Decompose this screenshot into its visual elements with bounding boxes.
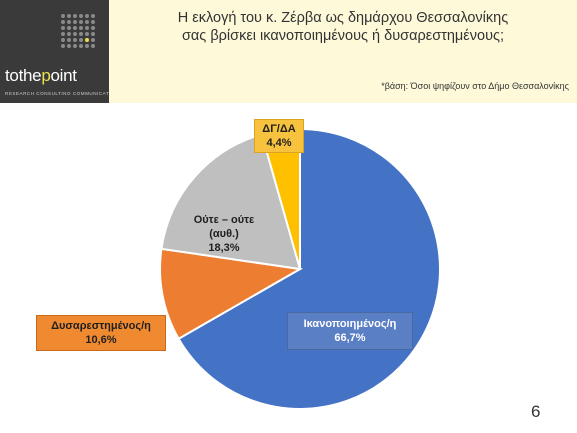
slice-label-dgda-name: ΔΓ/ΔΑ bbox=[262, 123, 296, 135]
logo-dot bbox=[61, 44, 65, 48]
logo-dot bbox=[91, 44, 95, 48]
logo-dot bbox=[67, 38, 71, 42]
logo-dot bbox=[61, 26, 65, 30]
logo-dot bbox=[79, 20, 83, 24]
logo-dot bbox=[79, 44, 83, 48]
logo-dot bbox=[67, 32, 71, 36]
logo-dot bbox=[67, 20, 71, 24]
logo-dot bbox=[73, 26, 77, 30]
slice-label-neither-line1: Ούτε – ούτε bbox=[193, 214, 255, 226]
logo-dot bbox=[85, 26, 89, 30]
slice-label-satisfied-value: 66,7% bbox=[334, 332, 366, 344]
logo-dot bbox=[79, 38, 83, 42]
logo-dot bbox=[85, 20, 89, 24]
logo-wordmark: tothepoint bbox=[5, 66, 77, 86]
logo-dot bbox=[91, 20, 95, 24]
logo-dot bbox=[67, 14, 71, 18]
base-note: *βάση: Όσοι ψηφίζουν στο Δήμο Θεσσαλονίκ… bbox=[381, 81, 569, 91]
slice-label-satisfied: Ικανοποιημένος/η 66,7% bbox=[287, 312, 413, 350]
company-logo: tothepoint RESEARCH CONSULTING COMMUNICA… bbox=[0, 0, 118, 103]
logo-dot bbox=[73, 44, 77, 48]
slice-label-dgda-value: 4,4% bbox=[266, 137, 292, 149]
logo-dot bbox=[79, 14, 83, 18]
slice-label-dissatisfied-value: 10,6% bbox=[85, 334, 117, 346]
slice-label-neither-line2: (αυθ.) bbox=[209, 228, 239, 240]
logo-dot bbox=[85, 44, 89, 48]
logo-dot bbox=[67, 26, 71, 30]
logo-dot bbox=[73, 32, 77, 36]
slice-label-neither: Ούτε – ούτε (αυθ.) 18,3% bbox=[187, 213, 261, 255]
logo-dot bbox=[61, 14, 65, 18]
logo-dot bbox=[91, 14, 95, 18]
pie-slice-dissatisfied bbox=[159, 247, 304, 341]
logo-dot bbox=[73, 14, 77, 18]
logo-dot bbox=[73, 20, 77, 24]
logo-dot bbox=[61, 20, 65, 24]
logo-dot bbox=[85, 32, 89, 36]
logo-dot bbox=[85, 14, 89, 18]
slice-label-dissatisfied: Δυσαρεστημένος/η 10,6% bbox=[36, 315, 166, 351]
logo-word-start: tothe bbox=[5, 66, 42, 85]
header-band: Η εκλογή του κ. Ζέρβα ως δημάρχου Θεσσαλ… bbox=[109, 0, 577, 103]
page-number: 6 bbox=[531, 402, 541, 421]
slice-label-dgda: ΔΓ/ΔΑ 4,4% bbox=[254, 119, 304, 153]
logo-dot bbox=[79, 26, 83, 30]
logo-word-end: oint bbox=[50, 66, 77, 85]
slice-label-satisfied-name: Ικανοποιημένος/η bbox=[303, 318, 397, 330]
title-line-1: Η εκλογή του κ. Ζέρβα ως δημάρχου Θεσσαλ… bbox=[177, 10, 509, 26]
slice-label-dissatisfied-name: Δυσαρεστημένος/η bbox=[51, 320, 151, 332]
slice-label-neither-value: 18,3% bbox=[208, 242, 240, 254]
logo-dot bbox=[61, 38, 65, 42]
page-title: Η εκλογή του κ. Ζέρβα ως δημάρχου Θεσσαλ… bbox=[109, 9, 577, 45]
logo-dot bbox=[79, 32, 83, 36]
logo-dot bbox=[91, 32, 95, 36]
dot-grid-icon bbox=[61, 14, 95, 48]
logo-dot bbox=[73, 38, 77, 42]
logo-dot bbox=[67, 44, 71, 48]
title-line-2: σας βρίσκει ικανοποιημένους ή δυσαρεστημ… bbox=[181, 28, 505, 44]
logo-dot bbox=[91, 38, 95, 42]
logo-dot bbox=[91, 26, 95, 30]
pie-slice-neither bbox=[160, 133, 302, 271]
logo-word-highlight: p bbox=[41, 66, 51, 85]
logo-tagline: RESEARCH CONSULTING COMMUNICATION bbox=[5, 91, 119, 96]
logo-dot bbox=[61, 32, 65, 36]
logo-dot bbox=[85, 38, 89, 42]
